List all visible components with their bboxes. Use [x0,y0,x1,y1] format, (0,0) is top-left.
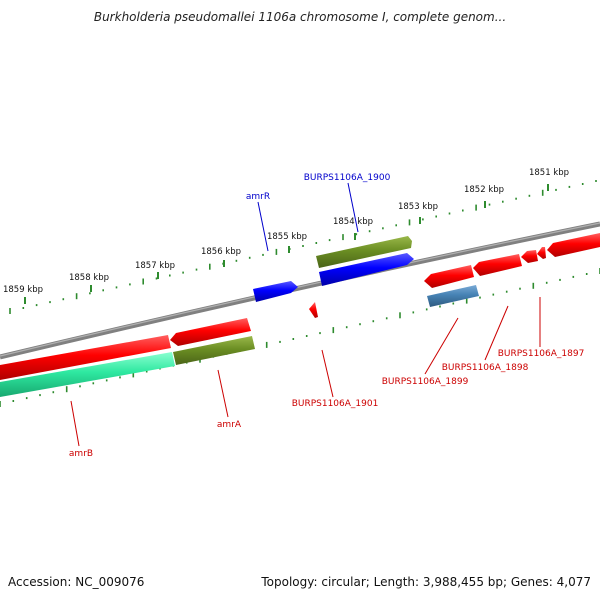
chromosome-backbone [0,221,600,360]
scale-tick-1851: 1851 kbp [529,168,569,191]
gene-label-1897[interactable]: BURPS1106A_1897 [498,349,585,359]
gene-red-1901[interactable] [309,302,318,318]
gene-red-amrA-upper[interactable] [170,318,251,346]
scale-tick-label: 1852 kbp [464,185,504,195]
gene-blue-1900[interactable] [319,253,414,286]
gene-red-1899[interactable] [424,265,474,288]
map-title: Burkholderia pseudomallei 1106a chromoso… [93,10,507,24]
gene-red-amrB-upper[interactable] [0,335,171,380]
gene-blue-amrR[interactable] [253,281,298,302]
chromosome-backbone-highlight [0,222,600,357]
gene-olive-amrA[interactable] [173,336,255,365]
scale-tick-label: 1855 kbp [267,232,307,242]
gene-label-1901[interactable]: BURPS1106A_1901 [292,399,379,409]
gene-label-1900[interactable]: BURPS1106A_1900 [304,173,391,183]
leader-line-1900 [347,182,359,233]
scale-tick-label: 1858 kbp [69,273,109,283]
scale-ticks: 1851 kbp 1852 kbp 1853 kbp 1854 kbp 1855… [3,168,569,304]
gene-label-amrB[interactable]: amrB [69,449,93,459]
gene-red-small-1[interactable] [521,250,538,263]
gene-steel[interactable] [427,285,479,307]
scale-tick-1858: 1858 kbp [69,273,109,292]
leader-line-amrB [70,400,80,447]
scale-tick-label: 1856 kbp [201,247,241,257]
leader-lines [70,182,541,447]
gene-label-amrR[interactable]: amrR [246,192,270,202]
gene-red-small-2[interactable] [537,247,546,259]
gene-red-1898[interactable] [473,254,522,276]
topology-summary-text: Topology: circular; Length: 3,988,455 bp… [261,575,591,589]
accession-text: Accession: NC_009076 [8,575,145,589]
gene-olive-1900-upper[interactable] [316,236,412,268]
gene-red-1897[interactable] [547,233,600,257]
leader-line-1898 [484,305,509,361]
leader-line-1899 [424,317,459,375]
scale-tick-1854: 1854 kbp [333,217,373,240]
scale-tick-1857: 1857 kbp [135,261,175,279]
scale-tick-1859: 1859 kbp [3,285,43,304]
gene-teal-amrB[interactable] [0,352,175,397]
scale-tick-1856: 1856 kbp [201,247,241,267]
gene-labels: BURPS1106A_1900 amrR BURPS1106A_1897 BUR… [69,173,584,459]
scale-tick-1852: 1852 kbp [464,185,504,208]
gene-label-1898[interactable]: BURPS1106A_1898 [442,363,529,373]
scale-tick-label: 1857 kbp [135,261,175,271]
scale-tick-label: 1853 kbp [398,202,438,212]
leader-line-amrA [217,369,229,418]
scale-tick-1853: 1853 kbp [398,202,438,224]
scale-tick-label: 1859 kbp [3,285,43,295]
leader-line-amrR [257,201,269,252]
gene-label-1899[interactable]: BURPS1106A_1899 [382,377,469,387]
scale-tick-label: 1851 kbp [529,168,569,178]
scale-tick-1855: 1855 kbp [267,232,307,253]
gene-label-amrA[interactable]: amrA [217,420,242,430]
scale-tick-label: 1854 kbp [333,217,373,227]
leader-line-1901 [321,349,334,398]
